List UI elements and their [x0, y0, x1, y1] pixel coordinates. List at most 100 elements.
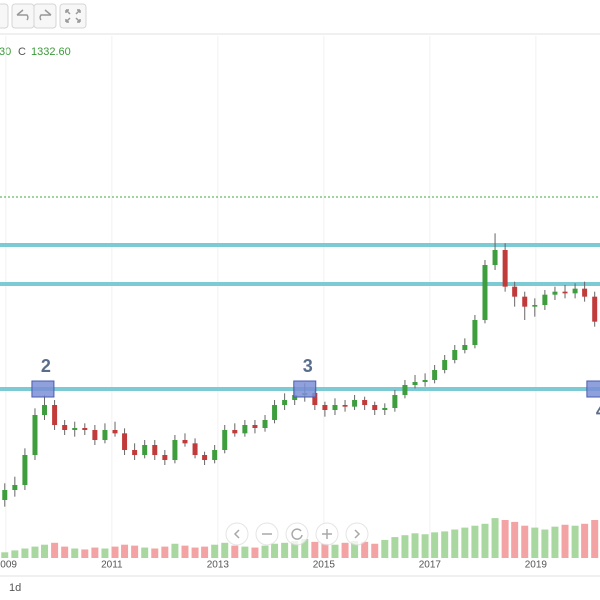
annotation-label: 4 — [596, 401, 600, 421]
volume-bar — [511, 521, 519, 558]
volume-bar — [521, 525, 529, 558]
volume-bar — [241, 546, 249, 558]
candle-body — [362, 400, 368, 405]
reset[interactable] — [285, 522, 309, 546]
candle-body — [12, 485, 18, 490]
volume-bar — [451, 529, 459, 558]
candle-body — [572, 288, 578, 294]
volume-bar — [81, 549, 89, 558]
volume-bar — [51, 542, 59, 558]
candle-body — [242, 425, 248, 434]
volume-bar — [111, 546, 119, 558]
candle-body — [132, 450, 138, 455]
candle-body — [502, 250, 508, 287]
candle-body — [102, 430, 108, 440]
volume-bar — [11, 550, 19, 558]
candle-body — [342, 405, 348, 407]
candle-body — [412, 382, 418, 385]
candle-body — [82, 428, 88, 430]
volume-bar — [591, 520, 599, 558]
candle-body — [512, 286, 518, 297]
volume-bar — [381, 539, 389, 558]
zoom-out[interactable] — [255, 522, 279, 546]
candle-body — [382, 408, 388, 410]
volume-bar — [231, 545, 239, 558]
volume-bar — [21, 548, 29, 558]
candle-body — [582, 288, 588, 297]
nav-buttons — [225, 522, 369, 546]
candle-body — [322, 405, 328, 410]
candle-body — [402, 385, 408, 395]
candle-body — [162, 455, 168, 460]
redo-button[interactable] — [33, 3, 57, 29]
candle-body — [452, 350, 458, 360]
volume-bar — [61, 546, 69, 558]
volume-bar — [561, 524, 569, 558]
volume-bar — [171, 543, 179, 558]
candle-body — [2, 490, 8, 500]
scroll-left[interactable] — [225, 522, 249, 546]
candle-body — [522, 296, 528, 307]
volume-bar — [391, 537, 399, 558]
volume-bar — [91, 547, 99, 558]
volume-bar — [261, 545, 269, 558]
volume-bar — [181, 545, 189, 558]
candle-body — [42, 405, 48, 415]
x-tick-label: 2009 — [0, 560, 17, 571]
volume-bar — [131, 545, 139, 558]
x-tick-label: 2017 — [419, 560, 442, 571]
candle-body — [22, 455, 28, 485]
volume-bar — [491, 518, 499, 558]
toolbar — [0, 0, 600, 34]
ohlc-close-value: 1332.60 — [31, 46, 71, 58]
volume-bar — [411, 533, 419, 558]
candle-body — [472, 320, 478, 345]
candle-body — [262, 420, 268, 428]
volume-bar — [141, 547, 149, 558]
volume-bar — [471, 525, 479, 558]
candle-body — [252, 425, 258, 428]
volume-bar — [151, 548, 159, 558]
candle-body — [202, 455, 208, 460]
candle-body — [562, 291, 568, 294]
candle-body — [422, 380, 428, 382]
volume-bar — [311, 541, 319, 558]
volume-bar — [201, 546, 209, 558]
volume-bar — [31, 546, 39, 558]
candle-body — [122, 433, 128, 450]
volume-bar — [301, 539, 309, 558]
candle-body — [312, 393, 318, 405]
toolbar-button[interactable] — [0, 3, 9, 29]
volume-bar — [351, 540, 359, 558]
undo-button[interactable] — [11, 3, 35, 29]
candle-body — [352, 400, 358, 407]
plot: 2009 2011 2013 2015 2017 2019 2 3 4 — [0, 36, 600, 571]
annotation-marker — [293, 380, 317, 398]
candle-body — [542, 294, 548, 305]
candle-body — [462, 345, 468, 350]
volume-bar — [341, 542, 349, 558]
fullscreen-button[interactable] — [59, 3, 87, 29]
annotation-label: 3 — [303, 356, 313, 376]
volume-bar — [251, 547, 259, 558]
candle-body — [182, 440, 188, 444]
candle-body — [272, 405, 278, 420]
volume-bar — [221, 542, 229, 558]
zoom-in[interactable] — [315, 522, 339, 546]
candle-body — [112, 430, 118, 434]
volume-bar — [371, 543, 379, 558]
candle-body — [32, 415, 38, 455]
candle-body — [482, 265, 488, 320]
scroll-right[interactable] — [345, 522, 369, 546]
volume-bar — [501, 520, 509, 558]
volume-bar — [441, 531, 449, 558]
volume-bar — [121, 544, 129, 558]
candle-body — [192, 443, 198, 455]
x-tick-label: 2013 — [207, 560, 230, 571]
volume-bar — [531, 527, 539, 558]
interval-button[interactable]: 1d — [9, 582, 21, 594]
candle-body — [432, 370, 438, 380]
volume-bar — [1, 552, 9, 558]
x-tick-label: 2019 — [525, 560, 548, 571]
